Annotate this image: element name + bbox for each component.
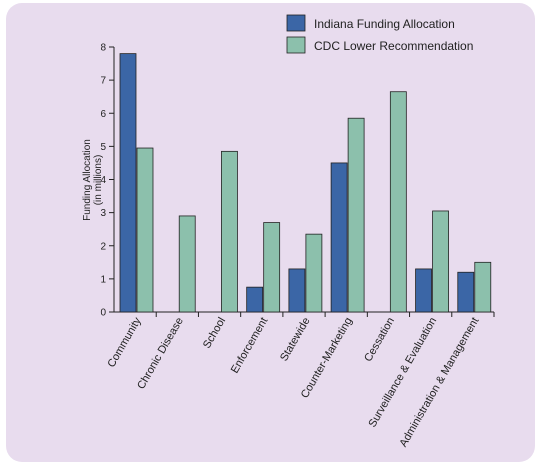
y-tick-label: 6: [100, 109, 106, 120]
legend: Indiana Funding Allocation CDC Lower Rec…: [286, 14, 473, 54]
bar-cdc: [347, 117, 365, 313]
x-category-label: School: [201, 316, 228, 351]
bar-cdc: [263, 222, 281, 313]
y-ticks: 0 1 2 3 4 5 6 7 8: [100, 43, 114, 319]
x-category-label: Chronic Disease: [135, 316, 186, 392]
bar-cdc: [178, 215, 196, 313]
legend-label-indiana: Indiana Funding Allocation: [314, 17, 455, 31]
y-axis-title-line1: Funding Allocation: [82, 139, 93, 221]
y-tick-label: 7: [100, 76, 106, 87]
bar-indiana: [415, 268, 432, 313]
bar-indiana: [246, 286, 264, 313]
y-tick-label: 4: [100, 175, 106, 186]
bar-cdc: [474, 261, 492, 313]
bar-indiana: [457, 271, 475, 313]
y-tick-label: 1: [100, 274, 106, 285]
y-tick-label: 0: [100, 308, 106, 319]
x-ticks: [155, 312, 495, 317]
y-axis-title-line2: (in millions): [93, 155, 104, 206]
legend-label-cdc: CDC Lower Recommendation: [314, 39, 473, 53]
legend-swatch-cdc: [286, 36, 306, 54]
x-category-label: Enforcement: [229, 316, 271, 376]
y-tick-label: 5: [100, 142, 106, 153]
bar-indiana: [330, 162, 348, 313]
x-category-label: Community: [106, 315, 144, 370]
x-category-label: Cessation: [362, 316, 397, 364]
bar-cdc: [136, 147, 154, 313]
y-tick-label: 8: [100, 43, 106, 54]
bar-indiana: [288, 268, 306, 313]
bar-cdc: [432, 210, 449, 313]
x-category-label: Administration & Management: [397, 316, 481, 450]
bar-cdc: [221, 150, 238, 313]
bar-cdc: [305, 233, 323, 313]
bar-indiana: [119, 53, 137, 313]
y-tick-label: 2: [100, 241, 106, 252]
bar-cdc: [389, 91, 407, 313]
y-axis-title: Funding Allocation (in millions): [82, 139, 104, 221]
bars: [119, 53, 492, 313]
legend-swatch-indiana: [286, 14, 306, 32]
x-category-label: Statewide: [278, 316, 313, 364]
y-tick-label: 3: [100, 208, 106, 219]
